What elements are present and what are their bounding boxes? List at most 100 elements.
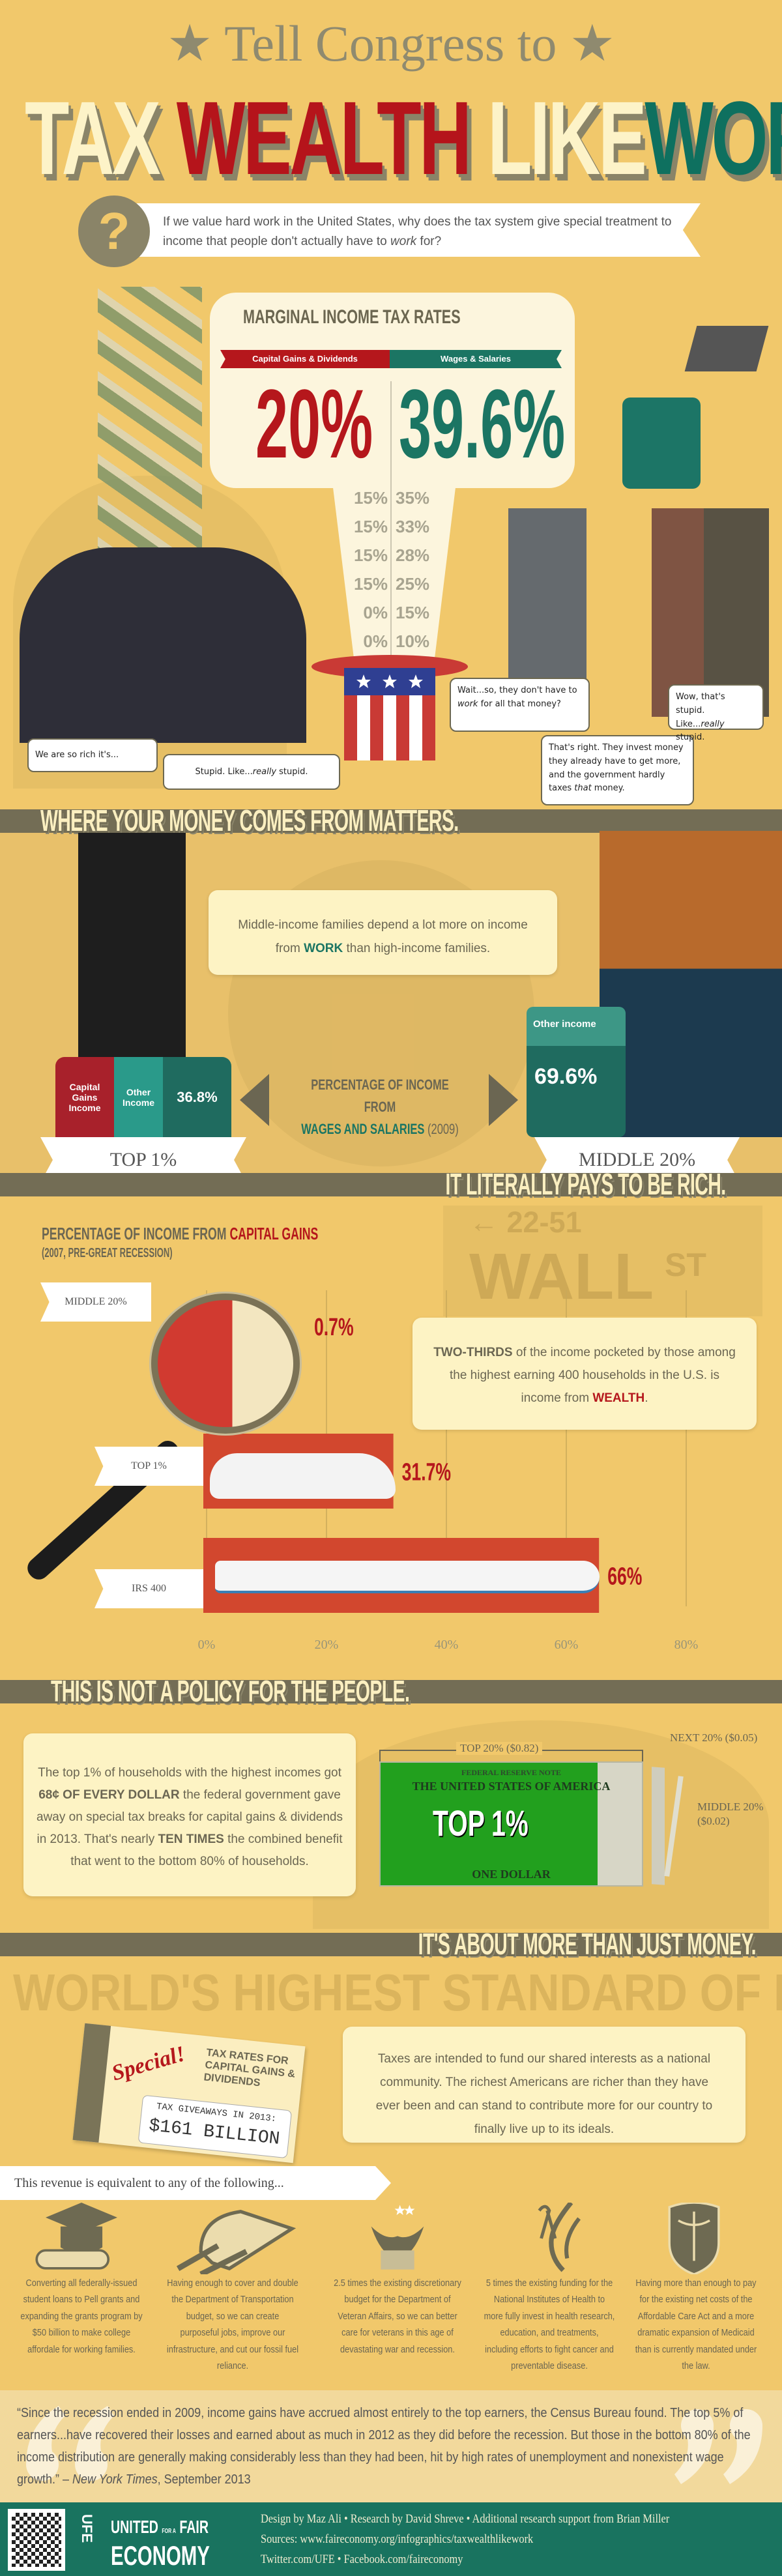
arrow-left-icon [240,1074,269,1126]
wall-street-sign [443,1206,762,1316]
tag-amount-box: TAX GIVEAWAYS IN 2013: $161 BILLION [138,2094,293,2159]
equivalent-item-text: Having more than enough to pay for the e… [635,2278,757,2371]
footer: UFE UNITED FOR A FAIR ECONOMY Design by … [0,2502,782,2576]
rate: 0% [363,631,388,651]
value-label: 0.7% [314,1312,354,1340]
sources-link[interactable]: Sources: www.faireconomy.org/infographic… [261,2532,534,2546]
star-icon: ★ [557,15,615,72]
other-income-segment: Other income [527,1007,626,1046]
wages-label: Wages & Salaries [390,350,562,368]
next-20-bill-slice [652,1767,665,1885]
time-clock-icon [622,398,701,489]
health-ribbon-icon [538,2203,581,2272]
caduceus-shield-icon [668,2203,720,2274]
laptop-icon [684,326,769,371]
facebook-link[interactable]: Facebook.com/faireconomy [343,2553,463,2566]
pre-title: ★ Tell Congress to ★ [0,14,782,73]
two-thirds-callout: TWO-THIRDS of the income pocketed by tho… [413,1318,757,1430]
dollar-top-1-label: TOP 1% [433,1802,529,1844]
cap-gains-rates-list: 15% 15% 15% 15% 0% 0% [342,484,388,656]
money-rain-image [98,287,202,560]
value-label: 31.7% [402,1458,451,1486]
dollar-bill: FEDERAL RESERVE NOTE THE UNITED STATES O… [379,1761,643,1887]
section-heading: WHERE YOUR MONEY COMES FROM MATTERS. [40,803,459,837]
wages-segment: 36.8% [163,1057,231,1138]
middle-20-bag: Other income 69.6% [527,1007,626,1137]
nyt-quote: “Since the recession ended in 2009, inco… [17,2406,751,2487]
tag-heading: TAX RATES FOR CAPITAL GAINS & DIVIDENDS [203,2047,296,2089]
comparison-caption: PERCENTAGE OF INCOME FROM WAGES AND SALA… [301,1077,459,1137]
background-slogan: WORLD'S HIGHEST STANDARD OF LIVING [13,1963,782,2021]
speech-bubble-rich-2: Stupid. Like...really stupid. [163,754,340,790]
shared-interests-callout: Taxes are intended to fund our shared in… [343,2027,746,2143]
cap-gains-label: Capital Gains & Dividends [220,350,390,368]
wages-top-rate: 39.6% [399,369,566,478]
rate: 33% [396,517,430,536]
wall-st-sign-number: ← 22-51 [469,1206,582,1239]
title-word-wealth: WEALTH [176,80,472,196]
star-icon: ★ [167,15,225,72]
top-20-label: TOP 20% ($0.82) [456,1742,543,1755]
divider [390,381,392,655]
magnifying-glass-icon [151,1294,300,1434]
revenue-banner: This revenue is equivalent to any of the… [0,2166,391,2200]
close-quote-icon [674,2409,762,2484]
rate: 15% [353,574,388,594]
tax-rates-funnel [332,482,456,665]
section-bar [0,809,782,833]
section-bar [0,1680,782,1703]
rich-men-photo [20,547,306,743]
title-word-like: LIKE [487,80,647,196]
question-text: If we value hard work in the United Stat… [163,215,672,248]
credits: Design by Maz Ali • Research by David Sh… [261,2512,670,2526]
tax-rates-title: MARGINAL INCOME TAX RATES [243,306,461,328]
graduation-cap-icon [35,2203,117,2270]
question-mark-icon: ? [78,195,150,267]
tax-break-callout: The top 1% of households with the highes… [23,1733,356,1896]
title-word-tax: TAX [25,80,161,196]
equivalent-item-text: Converting all federally-issued student … [20,2278,143,2355]
wall-st-sign-st: ST [665,1247,706,1283]
chart-label-top-1: TOP 1% [94,1447,203,1486]
callout-box: Middle-income families depend a lot more… [209,890,557,975]
value-label: 66% [607,1562,642,1590]
section-heading: THIS IS NOT A POLICY FOR THE PEOPLE. [51,1674,410,1708]
veterans-eagle-icon [371,2205,424,2270]
rate: 28% [396,545,430,565]
social-links: Twitter.com/UFE • Facebook.com/fairecono… [261,2553,463,2566]
tick-label: 20% [315,1638,339,1652]
rate: 15% [353,545,388,565]
tick-label: 0% [198,1638,216,1652]
tax-rates-card [210,293,575,488]
uncle-sam-hat-icon [311,655,468,760]
twitter-link[interactable]: Twitter.com/UFE [261,2553,335,2566]
top-1-briefcase: Capital Gains Income Other Income 36.8% [55,1057,231,1138]
dollar-footer: ONE DOLLAR [472,1868,551,1881]
train-icon [176,2210,297,2274]
equivalent-item-text: 5 times the existing funding for the Nat… [484,2278,615,2371]
section-heading: IT LITERALLY PAYS TO BE RICH. [446,1167,727,1201]
title-word-work: WORK [644,80,782,196]
qr-code-icon[interactable] [8,2509,65,2571]
middle-20-label: MIDDLE 20% ($0.02) [697,1801,764,1827]
rate: 0% [363,603,388,622]
chart-label-middle-20: MIDDLE 20% [40,1282,151,1322]
speech-bubble-worker-2: That's right. They invest money they alr… [541,735,694,805]
section-bar [0,1933,782,1956]
price-tag: Special! TAX RATES FOR CAPITAL GAINS & D… [72,2023,306,2164]
chart-label-irs-400: IRS 400 [94,1569,203,1608]
rate: 25% [396,574,430,594]
tick-label: 80% [674,1638,699,1652]
top-1-share-fill [381,1763,598,1885]
arrow-right-icon [489,1074,518,1126]
special-label: Special! [109,2042,188,2086]
tick-label: 60% [555,1638,579,1652]
chart-title: PERCENTAGE OF INCOME FROM CAPITAL GAINS [42,1224,319,1243]
quote-band: “Since the recession ended in 2009, inco… [0,2390,782,2502]
section-heading: IT'S ABOUT MORE THAN JUST MONEY. [418,1927,757,1961]
tick-label: 40% [435,1638,459,1652]
other-income-segment: Other Income [114,1057,163,1138]
cap-gains-top-rate: 20% [255,369,373,478]
equivalent-item-text: Having enough to cover and double the De… [166,2278,299,2371]
rate: 10% [396,631,430,651]
